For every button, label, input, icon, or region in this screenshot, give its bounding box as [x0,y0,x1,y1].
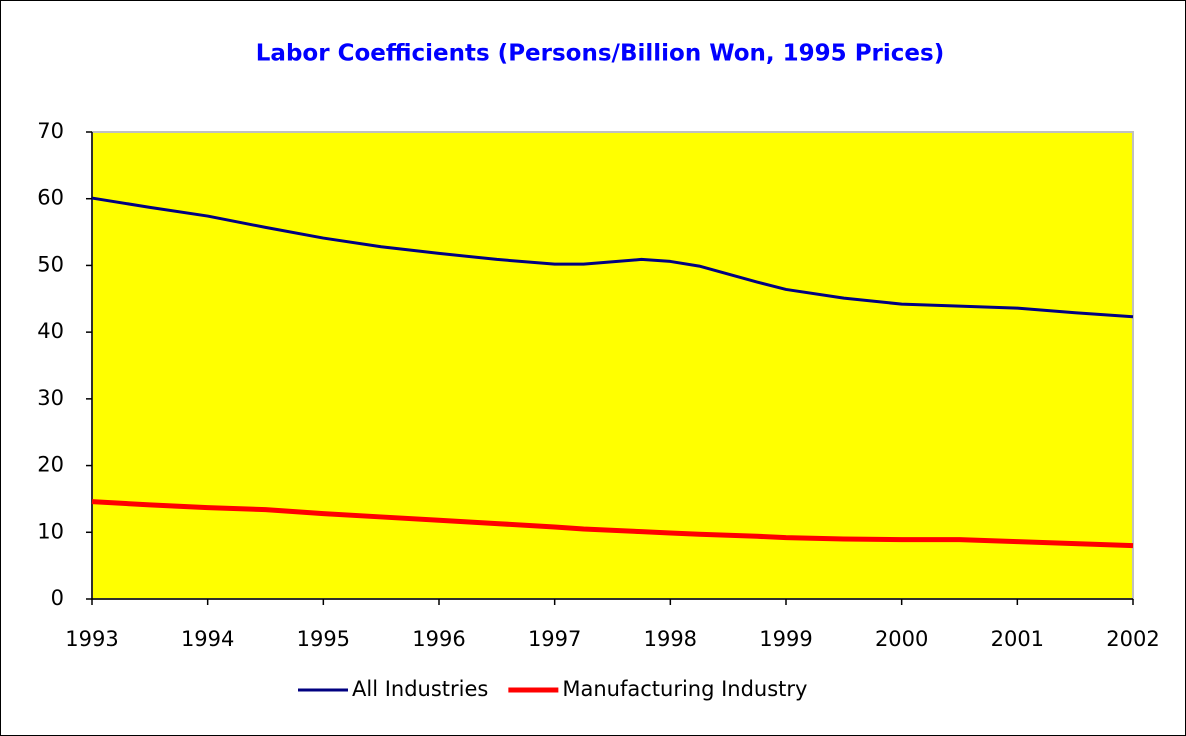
x-tick-label: 1998 [644,627,697,651]
x-tick-label: 1997 [528,627,581,651]
x-tick-label: 1995 [297,627,350,651]
y-tick-label: 70 [37,119,64,143]
y-tick-label: 10 [37,519,64,543]
x-tick-label: 2001 [991,627,1044,651]
x-tick-label: 1993 [65,627,118,651]
y-tick-label: 0 [51,586,64,610]
plot-area [91,131,1134,600]
x-tick-label: 1996 [412,627,465,651]
y-tick-label: 60 [37,186,64,210]
chart-title: Labor Coefficients (Persons/Billion Won,… [256,41,944,67]
series-line [91,499,1134,549]
legend-label: Manufacturing Industry [562,677,807,701]
x-tick-label: 1994 [181,627,234,651]
x-tick-label: 2000 [875,627,928,651]
y-tick-label: 20 [37,453,64,477]
legend-label: All Industries [352,677,488,701]
y-tick-label: 50 [37,252,64,276]
series-line [91,196,1134,319]
x-tick-label: 2002 [1106,627,1159,651]
y-tick-label: 40 [37,319,64,343]
x-tick-label: 1999 [759,627,812,651]
y-tick-label: 30 [37,386,64,410]
